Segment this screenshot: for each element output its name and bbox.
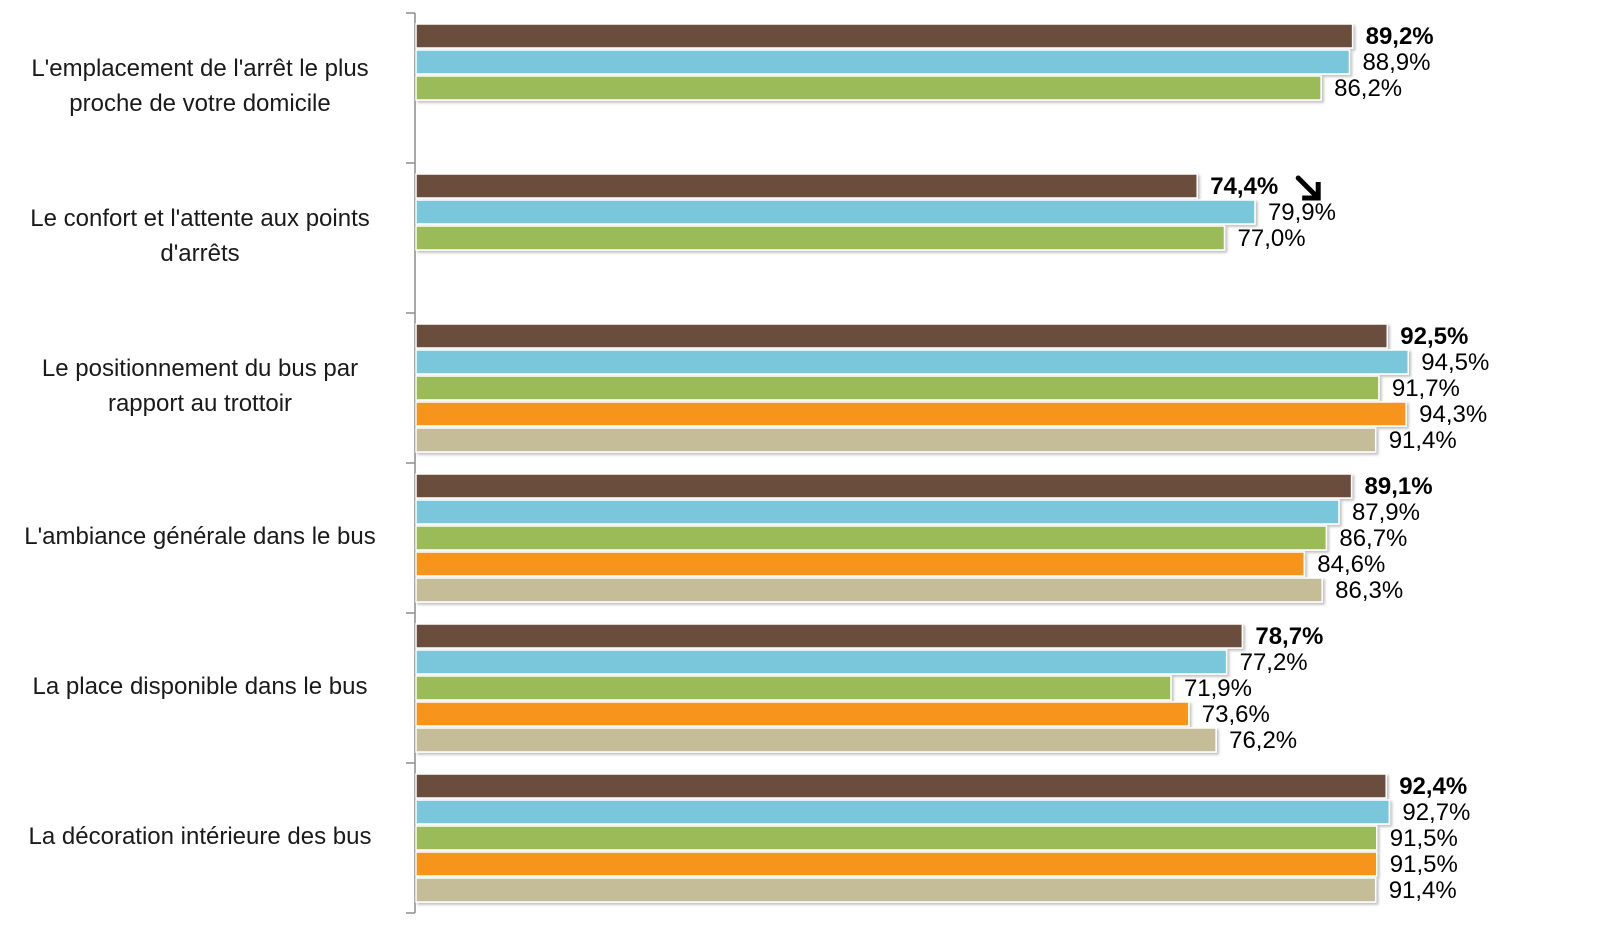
data-label: 87,9% bbox=[1352, 499, 1420, 526]
bar-series-3 bbox=[415, 675, 1172, 701]
data-label: 86,2% bbox=[1334, 75, 1402, 102]
category-label: L'ambiance générale dans le bus bbox=[0, 519, 400, 554]
bar-series-2 bbox=[415, 199, 1256, 225]
bar-series-5 bbox=[415, 727, 1217, 753]
category-label-line: La place disponible dans le bus bbox=[32, 672, 368, 700]
data-label: 91,5% bbox=[1390, 825, 1458, 852]
data-label: 74,4% bbox=[1210, 173, 1278, 200]
data-label: 86,3% bbox=[1335, 577, 1403, 604]
category-label-line: L'ambiance générale dans le bus bbox=[24, 522, 376, 550]
category-label-line: Le confort et l'attente aux points bbox=[30, 205, 370, 232]
data-label: 92,5% bbox=[1400, 323, 1468, 350]
bar-series-4 bbox=[415, 551, 1306, 577]
bar-series-1 bbox=[415, 473, 1353, 499]
data-label: 92,4% bbox=[1399, 773, 1467, 800]
bar-series-4 bbox=[415, 851, 1378, 877]
data-label: 94,3% bbox=[1419, 401, 1487, 428]
bar-series-3 bbox=[415, 225, 1226, 251]
bar-series-2 bbox=[415, 349, 1409, 375]
bar-series-5 bbox=[415, 577, 1323, 603]
bar-series-3 bbox=[415, 825, 1378, 851]
data-label: 89,2% bbox=[1366, 23, 1434, 50]
bar-series-1 bbox=[415, 173, 1198, 199]
data-label: 91,7% bbox=[1392, 375, 1460, 402]
category-label: L'emplacement de l'arrêt le plus proche d… bbox=[0, 51, 400, 121]
data-label: 89,1% bbox=[1365, 473, 1433, 500]
data-label: 86,7% bbox=[1339, 525, 1407, 552]
category-label: Le confort et l'attente aux points d'arrê… bbox=[0, 201, 400, 271]
category-label: La place disponible dans le bus bbox=[0, 669, 400, 704]
bar-series-5 bbox=[415, 877, 1377, 903]
data-label: 73,6% bbox=[1202, 701, 1270, 728]
category-label-line: d'arrêts bbox=[160, 240, 240, 267]
bar-series-1 bbox=[415, 323, 1388, 349]
data-label: 92,7% bbox=[1402, 799, 1470, 826]
bar-series-4 bbox=[415, 401, 1407, 427]
data-label: 84,6% bbox=[1317, 551, 1385, 578]
category-label-line: Le positionnement du bus par bbox=[41, 355, 359, 382]
bar-series-3 bbox=[415, 375, 1380, 401]
data-label: 71,9% bbox=[1184, 675, 1252, 702]
bar-series-2 bbox=[415, 49, 1351, 75]
down-arrow-shaft bbox=[1295, 175, 1319, 199]
data-label: 91,4% bbox=[1389, 877, 1457, 904]
bar-series-1 bbox=[415, 623, 1244, 649]
data-label: 94,5% bbox=[1421, 349, 1489, 376]
data-label: 79,9% bbox=[1268, 199, 1336, 226]
data-label: 76,2% bbox=[1229, 727, 1297, 754]
down-arrow-head bbox=[1302, 182, 1321, 201]
bar-series-3 bbox=[415, 525, 1328, 551]
bar-series-2 bbox=[415, 649, 1228, 675]
bar-series-2 bbox=[415, 499, 1340, 525]
down-arrow-icon bbox=[1295, 175, 1321, 201]
data-label: 88,9% bbox=[1362, 49, 1430, 76]
category-label-line: proche de votre domicile bbox=[69, 90, 331, 117]
data-label: 91,5% bbox=[1390, 851, 1458, 878]
category-label-line: L'emplacement de l'arrêt le plus bbox=[31, 55, 369, 82]
category-label-line: rapport au trottoir bbox=[107, 390, 293, 417]
data-label: 77,2% bbox=[1240, 649, 1308, 676]
bar-series-4 bbox=[415, 701, 1190, 727]
data-label: 78,7% bbox=[1255, 623, 1323, 650]
category-label-line: La décoration intérieure des bus bbox=[28, 822, 372, 850]
bar-series-5 bbox=[415, 427, 1377, 453]
data-label: 91,4% bbox=[1389, 427, 1457, 454]
bar-series-3 bbox=[415, 75, 1322, 101]
category-label: La décoration intérieure des bus bbox=[0, 819, 400, 854]
bar-series-1 bbox=[415, 23, 1354, 49]
bar-series-2 bbox=[415, 799, 1391, 825]
category-label: Le positionnement du bus par rapport au t… bbox=[0, 351, 400, 421]
data-label: 77,0% bbox=[1238, 225, 1306, 252]
bar-series-1 bbox=[415, 773, 1387, 799]
